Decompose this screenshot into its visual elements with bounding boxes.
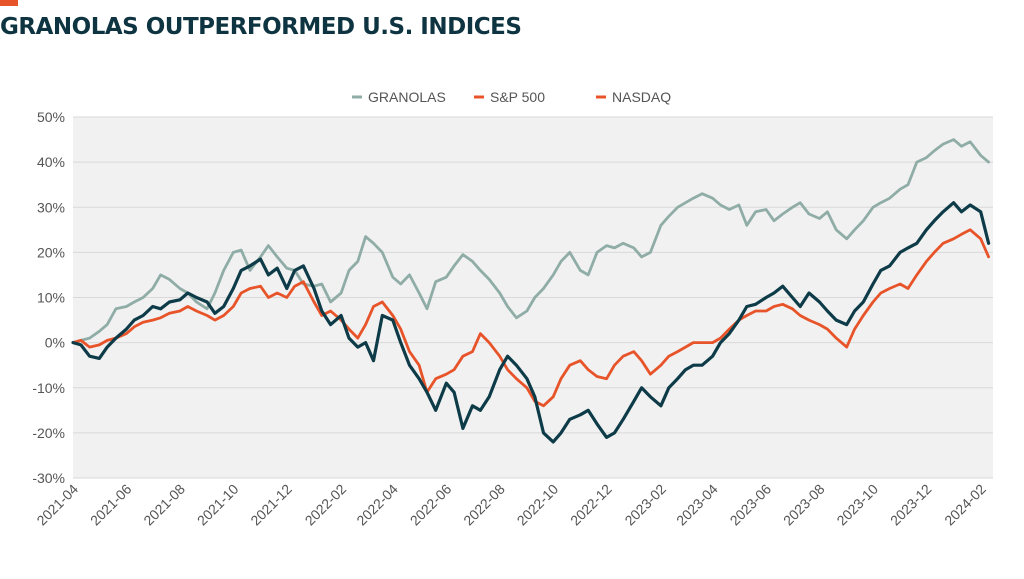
x-tick-label: 2023-04 <box>673 481 721 529</box>
x-tick-label: 2023-10 <box>833 481 881 529</box>
chart-title: GRANOLAS OUTPERFORMED U.S. INDICES <box>0 14 522 40</box>
x-tick-label: 2023-06 <box>727 481 775 529</box>
x-tick-label: 2023-02 <box>621 481 669 529</box>
y-tick-label: 0% <box>45 335 65 351</box>
x-tick-label: 2022-08 <box>460 481 508 529</box>
accent-bar <box>0 0 18 6</box>
x-tick-label: 2022-02 <box>302 481 350 529</box>
x-tick-label: 2021-08 <box>140 481 188 529</box>
y-tick-label: 40% <box>37 154 65 170</box>
y-tick-label: -30% <box>32 470 65 486</box>
y-tick-label: 20% <box>37 244 65 260</box>
y-tick-label: 10% <box>37 290 65 306</box>
x-tick-label: 2023-08 <box>780 481 828 529</box>
y-tick-label: -10% <box>32 380 65 396</box>
x-tick-label: 2021-12 <box>247 481 295 529</box>
x-tick-label: 2023-12 <box>887 481 935 529</box>
x-tick-label: 2022-06 <box>407 481 455 529</box>
series-lines <box>71 138 991 444</box>
series-line-s-p-500 <box>71 201 991 444</box>
series-line-nasdaq <box>71 228 990 408</box>
legend-label: S&P 500 <box>490 89 545 105</box>
legend-label: NASDAQ <box>612 89 671 105</box>
x-tick-label: 2024-02 <box>941 481 989 529</box>
legend: GRANOLAS S&P 500 NASDAQ <box>352 89 671 105</box>
x-tick-label: 2022-04 <box>353 481 401 529</box>
x-tick-label: 2021-04 <box>33 481 81 529</box>
y-axis: -30% -20% -10% 0% 10% 20% 30% 40% 50% <box>32 109 65 486</box>
legend-label: GRANOLAS <box>368 89 446 105</box>
x-tick-label: 2021-06 <box>87 481 135 529</box>
x-tick-label: 2022-10 <box>514 481 562 529</box>
y-tick-label: 30% <box>37 199 65 215</box>
x-tick-label: 2021-10 <box>194 481 242 529</box>
y-tick-label: -20% <box>32 425 65 441</box>
x-axis: 2021-04 2021-06 2021-08 2021-10 2021-12 2022-… <box>33 481 989 529</box>
x-tick-label: 2022-12 <box>567 481 615 529</box>
series-line-granolas <box>71 138 990 344</box>
y-tick-label: 50% <box>37 109 65 125</box>
